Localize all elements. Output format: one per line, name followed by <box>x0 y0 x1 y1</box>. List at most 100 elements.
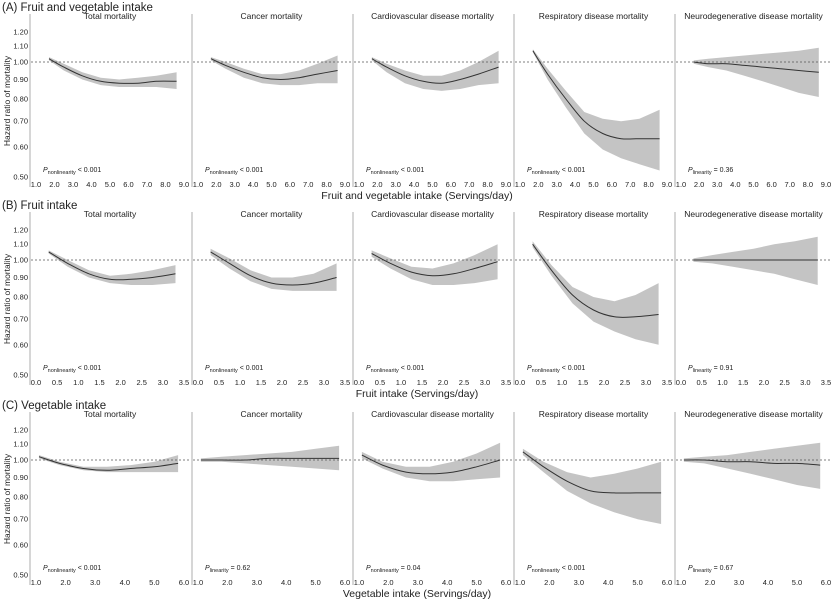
x-tick-label: 3.0 <box>734 578 744 587</box>
p-value-text: < 0.001 <box>560 167 586 174</box>
x-tick-label: 2.0 <box>759 378 769 387</box>
hazard-ratio-line <box>683 459 821 466</box>
y-tick-label: 1.10 <box>13 240 28 249</box>
y-tick-label: 1.00 <box>13 58 28 67</box>
confidence-band <box>693 47 819 97</box>
x-tick-label: 7.0 <box>142 180 152 189</box>
panel-title: Cardiovascular disease mortality <box>371 11 495 21</box>
x-tick-label: 3.0 <box>252 578 262 587</box>
confidence-band <box>532 49 660 171</box>
y-tick-label: 1.20 <box>13 225 28 234</box>
p-value-text: < 0.001 <box>399 365 425 372</box>
hazard-ratio-line <box>200 457 340 461</box>
panel-4: Respiratory disease mortality Pnonlineari… <box>513 11 673 189</box>
y-tick-label: 1.20 <box>13 425 28 434</box>
x-tick-label: 3.0 <box>552 180 562 189</box>
x-tick-label: 2.0 <box>115 378 125 387</box>
p-value-text: = 0.04 <box>399 565 421 572</box>
x-tick-label: 1.0 <box>515 578 525 587</box>
x-tick-label: 8.0 <box>482 180 492 189</box>
x-tick-label: 2.0 <box>211 180 221 189</box>
p-value-label: Pnonlinearity < 0.001 <box>43 565 101 574</box>
x-tick-label: 6.0 <box>285 180 295 189</box>
p-value-subscript: nonlinearity <box>210 170 238 176</box>
p-value-label: Pnonlinearity < 0.001 <box>366 167 424 176</box>
chart-section-3: (C) Vegetable intake Hazard ratio of mort… <box>2 400 832 600</box>
x-tick-label: 2.0 <box>694 180 704 189</box>
x-tick-label: 1.0 <box>515 180 525 189</box>
x-tick-label: 2.0 <box>49 180 59 189</box>
confidence-band <box>683 442 821 489</box>
x-tick-label: 6.0 <box>662 578 672 587</box>
p-value-subscript: nonlinearity <box>371 170 399 176</box>
y-tick-label: 1.10 <box>13 440 28 449</box>
x-tick-label: 4.0 <box>763 578 773 587</box>
section-title: (C) Vegetable intake <box>2 400 106 412</box>
x-tick-label: 0.0 <box>31 378 41 387</box>
y-tick-label: 0.70 <box>13 515 28 524</box>
x-tick-label: 5.0 <box>471 578 481 587</box>
x-tick-label: 1.0 <box>354 578 364 587</box>
confidence-band <box>210 248 337 291</box>
y-tick-label: 0.60 <box>13 142 28 151</box>
x-tick-label: 3.5 <box>662 378 672 387</box>
p-value-symbol: P <box>527 565 532 572</box>
p-value-label: Pnonlinearity < 0.001 <box>527 565 585 574</box>
x-tick-label: 8.0 <box>803 180 813 189</box>
y-tick-label: 0.70 <box>13 315 28 324</box>
x-tick-label: 0.5 <box>214 378 224 387</box>
x-tick-label: 6.0 <box>123 180 133 189</box>
panel-3: Cardiovascular disease mortality Pnonline… <box>352 11 512 189</box>
p-value-symbol: P <box>205 365 210 372</box>
x-tick-label: 5.0 <box>427 180 437 189</box>
x-tick-label: 1.0 <box>354 180 364 189</box>
p-value-subscript: linearity <box>210 568 229 574</box>
panel-title: Respiratory disease mortality <box>539 409 649 419</box>
y-tick-label: 0.90 <box>13 473 28 482</box>
p-value-label: Plinearity = 0.67 <box>688 565 733 574</box>
x-tick-label: 3.0 <box>230 180 240 189</box>
x-tick-label: 3.5 <box>501 378 511 387</box>
x-tick-label: 1.0 <box>676 578 686 587</box>
p-value-label: Pnonlinearity < 0.001 <box>43 365 101 374</box>
p-value-symbol: P <box>527 365 532 372</box>
x-tick-label: 3.0 <box>574 578 584 587</box>
panel-title: Total mortality <box>84 11 137 21</box>
hazard-ratio-line <box>693 61 819 73</box>
x-tick-label: 3.5 <box>821 378 831 387</box>
y-axis-label: Hazard ratio of mortality <box>2 253 12 344</box>
panel-title: Total mortality <box>84 209 137 219</box>
x-tick-label: 3.0 <box>413 578 423 587</box>
p-value-subscript: nonlinearity <box>48 170 76 176</box>
y-tick-label: 1.00 <box>13 256 28 265</box>
p-value-symbol: P <box>688 365 693 372</box>
x-tick-label: 1.0 <box>235 378 245 387</box>
x-tick-label: 3.0 <box>480 378 490 387</box>
p-value-symbol: P <box>366 365 371 372</box>
y-tick-label: 0.70 <box>13 117 28 126</box>
x-tick-label: 1.0 <box>31 180 41 189</box>
x-tick-label: 3.0 <box>800 378 810 387</box>
p-value-symbol: P <box>688 167 693 174</box>
p-value-label: Pnonlinearity < 0.001 <box>205 365 263 374</box>
x-tick-label: 0.0 <box>193 378 203 387</box>
p-value-symbol: P <box>366 167 371 174</box>
hazard-ratio-line <box>522 451 662 494</box>
panel-title: Neurodegenerative disease mortality <box>684 409 823 419</box>
x-tick-label: 1.0 <box>31 578 41 587</box>
x-tick-label: 3.5 <box>340 378 350 387</box>
x-tick-label: 9.0 <box>662 180 672 189</box>
x-tick-label: 2.0 <box>544 578 554 587</box>
p-value-text: = 0.36 <box>712 167 734 174</box>
x-tick-label: 1.5 <box>578 378 588 387</box>
x-tick-label: 7.0 <box>625 180 635 189</box>
x-tick-label: 1.5 <box>94 378 104 387</box>
hazard-ratio-line <box>371 253 498 277</box>
x-tick-label: 1.0 <box>396 378 406 387</box>
x-tick-label: 1.0 <box>717 378 727 387</box>
x-tick-label: 0.0 <box>515 378 525 387</box>
y-tick-label: 1.20 <box>13 27 28 36</box>
